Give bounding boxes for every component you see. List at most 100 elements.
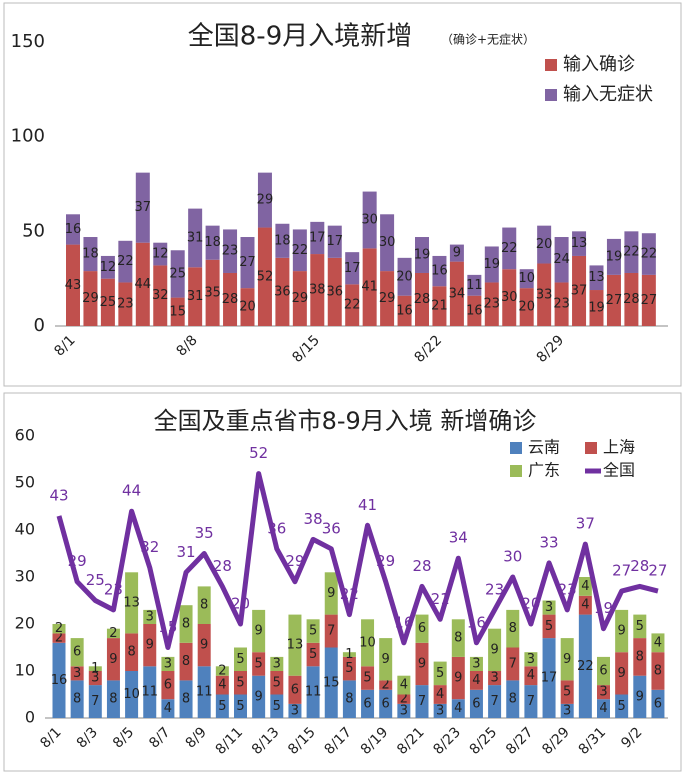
data-label: 8 bbox=[509, 621, 517, 636]
data-label: 5 bbox=[636, 619, 644, 634]
bar-segment bbox=[125, 572, 139, 634]
x-tick-label: 8/25 bbox=[467, 724, 501, 758]
x-tick-label: 8/29 bbox=[539, 724, 573, 758]
data-label: 33 bbox=[536, 287, 553, 302]
data-label: 9 bbox=[200, 638, 208, 653]
data-label: 18 bbox=[82, 247, 99, 262]
bar-segment bbox=[542, 600, 556, 615]
line-label: 21 bbox=[431, 590, 450, 608]
data-label: 17 bbox=[309, 230, 326, 245]
data-label: 25 bbox=[100, 295, 117, 310]
bar-segment bbox=[288, 703, 302, 718]
bar-segment bbox=[88, 685, 102, 718]
bar-segment bbox=[554, 237, 569, 283]
bar-segment bbox=[306, 619, 320, 643]
bar-segment bbox=[257, 227, 272, 326]
line-label: 23 bbox=[485, 580, 504, 598]
bar-segment bbox=[188, 267, 203, 326]
data-label: 28 bbox=[623, 292, 640, 307]
data-label: 19 bbox=[606, 249, 623, 264]
bar-segment bbox=[118, 240, 133, 283]
data-label: 9 bbox=[418, 656, 426, 671]
bar-segment bbox=[342, 680, 356, 718]
bar-segment bbox=[380, 271, 395, 326]
data-label: 8 bbox=[182, 654, 190, 669]
data-label: 6 bbox=[164, 678, 172, 693]
data-label: 1 bbox=[345, 647, 353, 662]
line-label: 35 bbox=[195, 524, 214, 542]
data-label: 9 bbox=[382, 652, 390, 667]
data-label: 29 bbox=[257, 193, 274, 208]
bar-segment bbox=[624, 231, 639, 273]
bar-segment bbox=[469, 656, 483, 671]
data-label: 4 bbox=[472, 673, 480, 688]
data-label: 20 bbox=[518, 300, 535, 315]
bar-segment bbox=[170, 297, 185, 326]
y-tick-label: 150 bbox=[11, 31, 45, 52]
line-label: 36 bbox=[267, 519, 286, 537]
data-label: 8 bbox=[200, 598, 208, 613]
bar-segment bbox=[451, 656, 465, 700]
bar-segment bbox=[506, 609, 520, 648]
data-label: 12 bbox=[100, 260, 117, 275]
legend-swatch bbox=[510, 465, 522, 477]
data-label: 3 bbox=[563, 703, 571, 718]
bar-segment bbox=[275, 257, 290, 326]
line-label: 29 bbox=[376, 552, 395, 570]
bar-segment bbox=[433, 685, 447, 704]
data-label: 11 bbox=[196, 685, 213, 700]
data-label: 30 bbox=[361, 212, 378, 227]
bar-segment bbox=[606, 274, 621, 326]
bar-segment bbox=[502, 269, 517, 326]
bar-segment bbox=[432, 286, 447, 326]
bar-segment bbox=[502, 227, 517, 270]
legend-swatch bbox=[585, 442, 597, 454]
bar-segment bbox=[362, 191, 377, 249]
bar-segment bbox=[161, 671, 175, 700]
bar-segment bbox=[524, 666, 538, 686]
bar-segment bbox=[578, 614, 592, 718]
data-label: 13 bbox=[287, 638, 304, 653]
bar-segment bbox=[143, 624, 157, 667]
x-tick-label: 8/22 bbox=[412, 332, 446, 366]
line-label: 23 bbox=[104, 580, 123, 598]
data-label: 4 bbox=[527, 668, 535, 683]
data-label: 17 bbox=[326, 234, 343, 249]
y-tick-label: 50 bbox=[22, 220, 45, 241]
bar-segment bbox=[506, 680, 520, 718]
x-tick-label: 8/1 bbox=[37, 724, 64, 751]
data-label: 9 bbox=[109, 652, 117, 667]
bar-segment bbox=[362, 248, 377, 326]
bar-segment bbox=[560, 638, 574, 681]
data-label: 8 bbox=[454, 631, 462, 646]
data-label: 8 bbox=[127, 645, 135, 660]
data-label: 2 bbox=[400, 692, 408, 707]
bar-segment bbox=[52, 624, 66, 634]
data-label: 1 bbox=[91, 661, 99, 676]
bar-segment bbox=[100, 255, 115, 279]
legend-swatch bbox=[545, 89, 557, 101]
bar-segment bbox=[361, 666, 375, 690]
line-label: 28 bbox=[630, 557, 649, 575]
data-label: 5 bbox=[618, 699, 626, 714]
bar-segment bbox=[597, 656, 610, 686]
data-label: 19 bbox=[484, 257, 501, 272]
data-label: 5 bbox=[236, 652, 244, 667]
bar-segment bbox=[270, 694, 284, 718]
chart-subtitle: （确诊+无症状） bbox=[441, 32, 535, 47]
line-label: 37 bbox=[576, 515, 595, 533]
bar-segment bbox=[488, 685, 502, 718]
bar-segment bbox=[415, 272, 429, 326]
data-label: 3 bbox=[273, 656, 281, 671]
line-label: 28 bbox=[213, 557, 232, 575]
line-label: 20 bbox=[231, 595, 250, 613]
data-label: 11 bbox=[466, 278, 483, 293]
bar-segment bbox=[252, 609, 266, 653]
data-label: 19 bbox=[414, 248, 431, 263]
bar-segment bbox=[70, 638, 84, 667]
data-label: 3 bbox=[490, 671, 498, 686]
x-tick-label: 8/23 bbox=[430, 724, 464, 758]
bar-segment bbox=[66, 214, 80, 245]
data-label: 6 bbox=[654, 696, 662, 711]
